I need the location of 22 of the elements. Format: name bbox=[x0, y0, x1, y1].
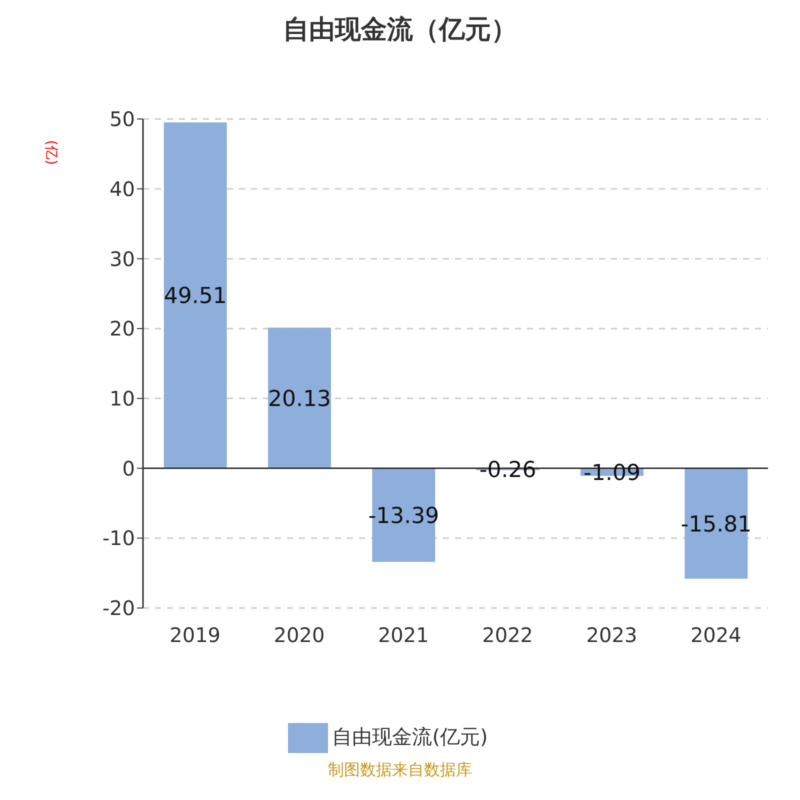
y-axis-title: (亿) bbox=[43, 140, 60, 167]
x-tick-label: 2019 bbox=[170, 623, 221, 648]
y-tick-label: 10 bbox=[110, 386, 135, 411]
data-label: 49.51 bbox=[164, 284, 227, 310]
legend-label: 自由现金流(亿元) bbox=[332, 724, 488, 748]
y-tick-label: 50 bbox=[110, 107, 135, 132]
x-tick-label: 2020 bbox=[274, 623, 325, 648]
x-tick-label: 2023 bbox=[586, 623, 638, 648]
y-tick-label: 40 bbox=[110, 176, 135, 201]
y-tick-label: 30 bbox=[110, 246, 135, 271]
data-label: 20.13 bbox=[268, 386, 331, 412]
y-tick-label: 20 bbox=[110, 316, 135, 341]
bar bbox=[268, 328, 331, 468]
x-tick-label: 2024 bbox=[690, 623, 742, 648]
chart-title: 自由现金流（亿元） bbox=[282, 14, 518, 47]
x-tick-label: 2021 bbox=[378, 623, 429, 648]
bar bbox=[164, 122, 227, 468]
y-tick-label: -20 bbox=[102, 596, 135, 620]
y-tick-label: -10 bbox=[102, 526, 135, 550]
text: 制图数据来自数据库 bbox=[327, 760, 473, 781]
x-tick-label: 2022 bbox=[482, 623, 534, 648]
y-tick-label: 0 bbox=[122, 456, 135, 480]
